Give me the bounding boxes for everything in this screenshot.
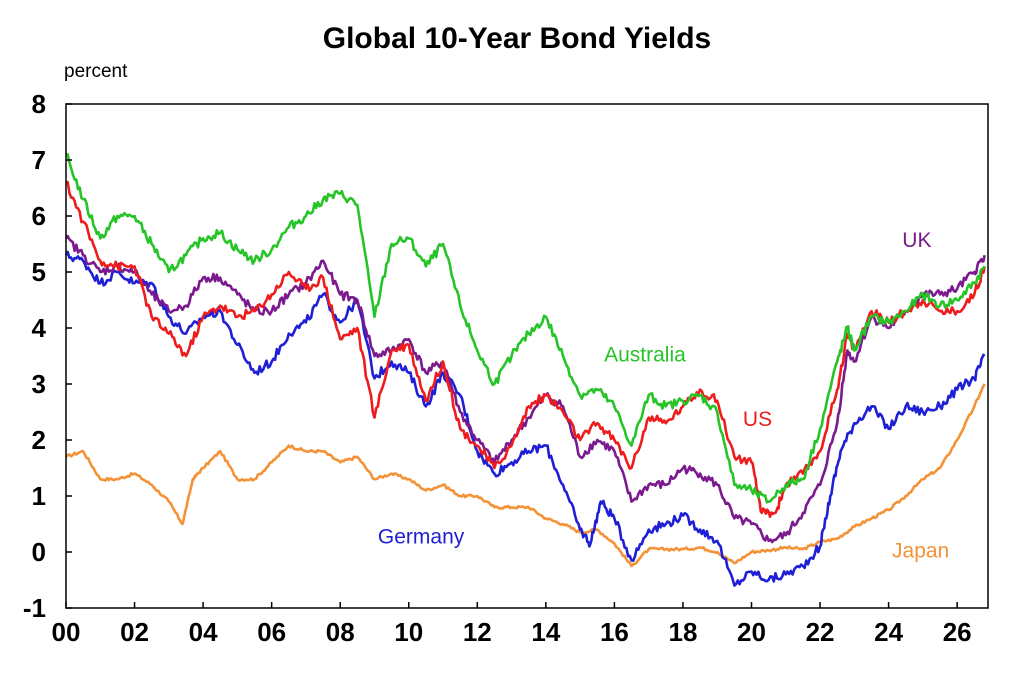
- y-tick-label: 6: [32, 201, 46, 231]
- x-tick-label: 04: [189, 617, 218, 647]
- y-tick-label: 7: [32, 145, 46, 175]
- y-tick-label: 4: [32, 313, 47, 343]
- y-tick-label: 0: [32, 537, 46, 567]
- y-tick-label: 5: [32, 257, 46, 287]
- x-tick-label: 20: [737, 617, 766, 647]
- x-tick-label: 14: [531, 617, 560, 647]
- y-tick-label: 3: [32, 369, 46, 399]
- x-tick-label: 10: [394, 617, 423, 647]
- x-axis: 00 02 04 06 08 10 12 14 16 18 20 22 24 26: [52, 602, 972, 647]
- x-tick-label: 08: [326, 617, 355, 647]
- x-tick-label: 12: [463, 617, 492, 647]
- y-tick-label: 1: [32, 481, 46, 511]
- y-tick-label: 2: [32, 425, 46, 455]
- series-label-us: US: [743, 408, 772, 431]
- series-labels: Japan Germany UK US Australia: [378, 229, 949, 563]
- y-axis-unit: percent: [64, 61, 128, 82]
- y-tick-label: 8: [32, 89, 46, 119]
- series-line-uk: [64, 234, 986, 544]
- series-label-uk: UK: [902, 229, 931, 252]
- x-tick-label: 02: [120, 617, 149, 647]
- series-line-germany: [64, 250, 986, 587]
- series-line-japan: [65, 383, 986, 568]
- series-line-us: [65, 180, 986, 519]
- x-tick-label: 16: [600, 617, 629, 647]
- plot-frame: [65, 103, 989, 609]
- series-line-australia: [66, 153, 986, 504]
- y-tick-label: -1: [23, 593, 46, 623]
- x-tick-label: 26: [943, 617, 972, 647]
- x-tick-label: 22: [806, 617, 835, 647]
- x-tick-label: 18: [668, 617, 697, 647]
- x-tick-label: 06: [257, 617, 286, 647]
- x-tick-label: 24: [874, 617, 903, 647]
- chart-title: Global 10-Year Bond Yields: [323, 22, 711, 55]
- series-label-germany: Germany: [378, 526, 465, 549]
- series-label-japan: Japan: [892, 540, 949, 563]
- series-label-australia: Australia: [604, 344, 686, 367]
- plot-lines: [64, 153, 986, 587]
- x-tick-label: 00: [52, 617, 81, 647]
- y-axis: 8 7 6 5 4 3 2 1 0 -1: [23, 89, 72, 623]
